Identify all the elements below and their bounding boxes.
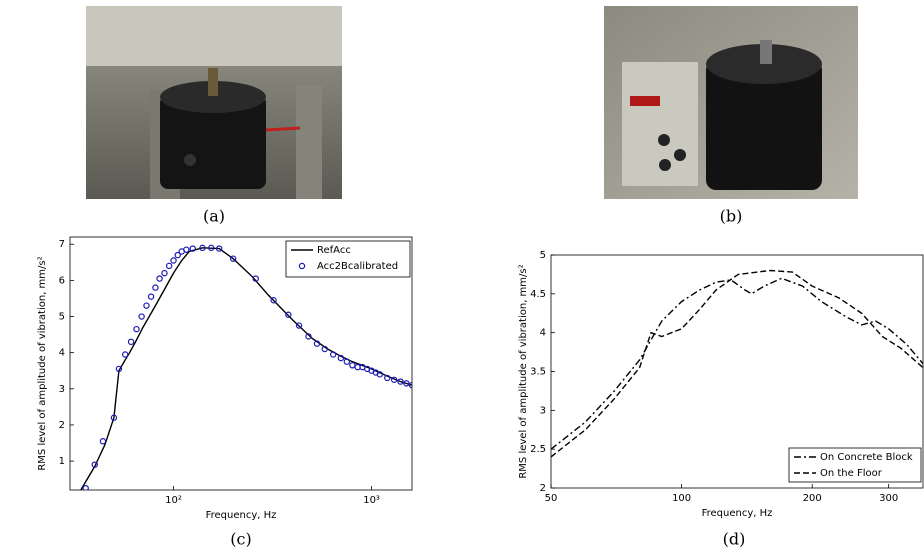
y-tick-label: 5: [59, 312, 65, 323]
y-tick-label: 3.5: [530, 367, 546, 378]
data-point: [110, 414, 118, 421]
data-point: [215, 245, 223, 252]
legend-label: On Concrete Block: [820, 452, 913, 463]
y-tick-label: 4.5: [530, 289, 546, 300]
y-axis-label: RMS level of amplitude of vibration, mm/…: [518, 264, 529, 478]
y-tick-label: 3: [540, 405, 546, 416]
data-point: [295, 322, 303, 329]
x-tick-label: 10²: [165, 495, 182, 506]
data-point: [208, 244, 215, 252]
data-point: [397, 378, 404, 385]
data-point: [143, 302, 150, 309]
x-tick-label: 50: [545, 493, 558, 504]
y-tick-label: 2: [540, 483, 546, 494]
x-axis-label: Frequency, Hz: [206, 510, 277, 521]
data-point: [152, 284, 159, 291]
data-point: [82, 484, 89, 490]
data-line: [551, 269, 923, 458]
y-tick-label: 4: [540, 328, 546, 339]
data-point: [252, 275, 259, 282]
caption: (b): [720, 207, 743, 226]
legend-marker: [298, 262, 306, 270]
x-tick-label: 10³: [363, 495, 380, 506]
plot: [80, 244, 412, 490]
data-point: [174, 251, 181, 259]
data-point: [122, 351, 129, 358]
photo-a: [86, 6, 342, 199]
data-point: [115, 365, 123, 373]
x-axis-label: Frequency, Hz: [702, 508, 773, 519]
legend-label: Acc2Bcalibrated: [317, 261, 398, 272]
x-tick-label: 200: [803, 493, 822, 504]
y-tick-label: 5: [540, 250, 546, 261]
data-point: [183, 246, 190, 253]
y-tick-label: 4: [59, 348, 65, 359]
legend-box: [788, 447, 922, 483]
plot: [551, 269, 923, 458]
data-point: [189, 245, 196, 252]
legend-box: [285, 240, 411, 278]
y-tick-label: 2: [59, 420, 65, 431]
data-point: [390, 376, 398, 383]
caption: (d): [723, 530, 746, 549]
data-point: [313, 340, 321, 347]
data-point: [147, 293, 155, 300]
data-point: [343, 358, 351, 365]
data-point: [161, 269, 168, 277]
data-point: [408, 381, 412, 389]
x-tick-label: 300: [879, 493, 898, 504]
data-point: [270, 297, 277, 304]
data-point: [99, 438, 107, 445]
y-tick-label: 7: [59, 239, 65, 250]
data-point: [305, 333, 312, 340]
data-point: [229, 255, 237, 262]
data-point: [337, 354, 345, 362]
data-point: [91, 461, 98, 468]
data-point: [376, 371, 383, 378]
caption: (c): [230, 530, 251, 549]
y-tick-label: 2.5: [530, 444, 546, 455]
data-point: [127, 338, 135, 346]
legend-label: RefAcc: [317, 245, 351, 256]
data-point: [329, 351, 337, 358]
data-point: [199, 244, 206, 252]
y-tick-label: 3: [59, 384, 65, 395]
data-point: [156, 275, 163, 282]
caption: (a): [203, 207, 225, 226]
data-point: [165, 262, 173, 270]
data-point: [133, 325, 140, 333]
data-point: [170, 257, 177, 264]
data-point: [384, 374, 391, 382]
legend-label: On the Floor: [820, 468, 883, 479]
photo-b: [604, 6, 858, 199]
data-point: [403, 380, 410, 387]
x-tick-label: 100: [672, 493, 691, 504]
data-point: [321, 345, 328, 353]
y-tick-label: 6: [59, 275, 65, 286]
data-point: [138, 313, 145, 320]
y-axis-label: RMS level of amplitude of vibration, mm/…: [37, 256, 48, 470]
data-point: [285, 311, 292, 318]
y-tick-label: 1: [59, 456, 65, 467]
